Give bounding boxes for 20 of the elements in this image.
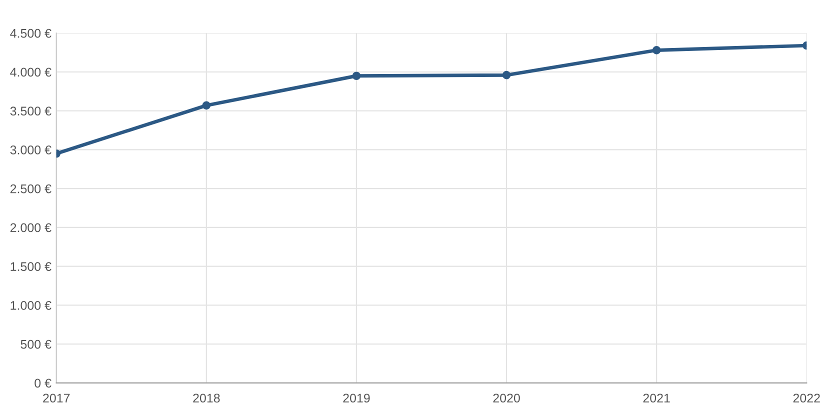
y-tick-label: 2.500 €	[10, 184, 52, 194]
x-tick-label: 2018	[193, 394, 220, 403]
x-tick-label: 2020	[493, 394, 520, 403]
point	[502, 70, 511, 80]
x-tick-label: 2022	[793, 394, 820, 403]
point	[352, 72, 361, 80]
y-tick-label: 3.500 €	[10, 106, 52, 116]
y-tick-label: 4.500 €	[10, 28, 52, 38]
x-tick-label: 2017	[43, 394, 70, 403]
y-tick-label: 3.000 €	[10, 146, 52, 154]
x-tick-label: 2019	[343, 394, 370, 403]
y-tick-label: 0 €	[34, 378, 52, 388]
y-tick-label: 500 €	[20, 340, 52, 349]
point	[202, 101, 211, 110]
y-tick-label: 1.500 €	[10, 262, 52, 271]
y-tick-label: 2.000 €	[10, 223, 52, 232]
y-tick-label: 4.000 €	[10, 68, 52, 77]
y-tick-label: 1.000 €	[10, 301, 52, 310]
x-tick-label: 2021	[643, 394, 670, 403]
point	[652, 46, 661, 54]
